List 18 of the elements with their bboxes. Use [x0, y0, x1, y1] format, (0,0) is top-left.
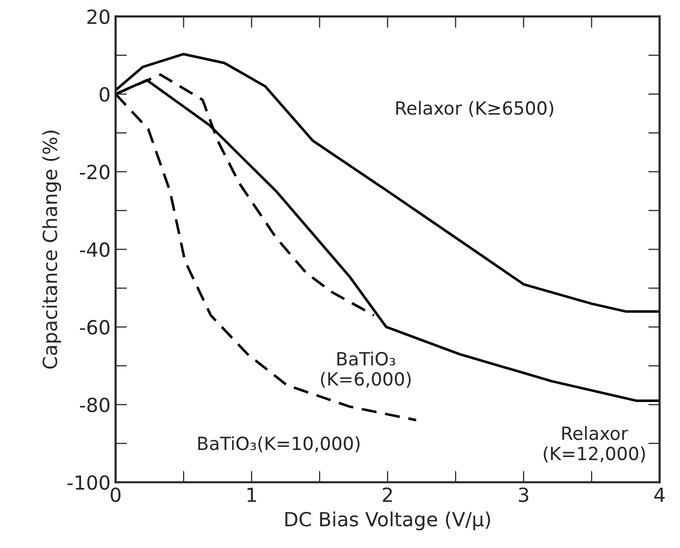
- annotation: Relaxor (K=12,000): [544, 426, 645, 462]
- y-tick-label: 20: [87, 9, 110, 24]
- y-tick-label: -100: [68, 475, 110, 490]
- y-axis-title: Capacitance Change (%): [42, 130, 62, 369]
- x-tick-label: 0: [110, 487, 120, 502]
- annotation: BaTiO₃ (K=6,000): [321, 352, 411, 388]
- x-tick-label: 4: [654, 488, 665, 502]
- y-tick-label: -40: [80, 242, 110, 258]
- y-tick-label: 0: [100, 87, 110, 102]
- x-tick-label: 2: [382, 487, 392, 502]
- annotation: Relaxor (K≥6500): [396, 100, 554, 117]
- x-tick-label: 1: [248, 488, 256, 502]
- y-tick-label: -20: [80, 164, 110, 180]
- annotation: BaTiO₃(K=10,000): [198, 436, 360, 452]
- x-axis-title: DC Bias Voltage (V/μ): [285, 511, 490, 530]
- x-tick-label: 3: [518, 487, 528, 502]
- y-tick-label: -80: [80, 398, 110, 412]
- y-tick-label: -60: [80, 320, 110, 335]
